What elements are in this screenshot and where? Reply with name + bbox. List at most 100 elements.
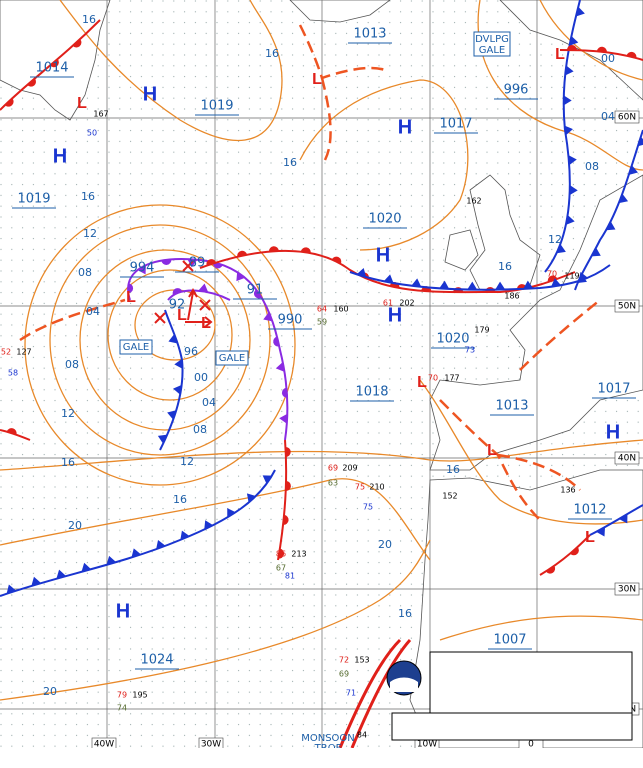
europe — [429, 174, 643, 471]
low-center: L — [585, 529, 595, 546]
front-triangle — [173, 384, 182, 395]
front-triangle — [167, 410, 177, 420]
pressure-label: 1014 — [35, 61, 68, 76]
isobar-label: 16 — [82, 13, 96, 26]
pressure-label: 1020 — [436, 332, 469, 347]
isobar-label: 20 — [68, 519, 82, 532]
front-triangle — [606, 221, 616, 231]
front-triangle — [279, 413, 288, 424]
isobar-label: 16 — [398, 607, 412, 620]
front-semicircle — [285, 480, 291, 491]
front-semicircle — [6, 428, 17, 435]
station-value: 64 — [317, 305, 327, 314]
front — [539, 534, 591, 576]
isobar-label: 16 — [81, 190, 95, 203]
station-value: 75 — [363, 503, 373, 512]
station-value: 75 — [355, 483, 365, 492]
front-triangle — [180, 530, 190, 540]
front-semicircle — [253, 289, 262, 299]
front-semicircle — [206, 259, 217, 266]
front-semicircle — [27, 78, 37, 87]
station-value: 73 — [465, 346, 475, 355]
isobar-label: 04 — [86, 305, 100, 318]
isobar-label: 08 — [65, 358, 79, 371]
noaa-logo-bird — [390, 677, 418, 692]
station-value: 71 — [346, 689, 356, 698]
isobar-label: 12 — [548, 233, 562, 246]
front-semicircle — [300, 247, 311, 254]
front-triangle — [156, 540, 166, 550]
warning-label: DVLPG — [475, 34, 509, 45]
front-semicircle — [626, 51, 637, 59]
warning-box — [119, 339, 153, 355]
warning-box — [391, 712, 633, 741]
pressure-label: 1013 — [353, 27, 386, 42]
station-value: 61 — [383, 299, 393, 308]
front — [589, 504, 643, 536]
front-triangle — [551, 278, 561, 287]
low-x — [182, 260, 194, 272]
trough — [497, 453, 581, 491]
low-center: L — [177, 307, 187, 324]
station-value: 152 — [442, 492, 457, 501]
front-triangle — [565, 215, 575, 225]
station-value: 160 — [333, 305, 348, 314]
front-triangle — [262, 475, 273, 484]
pressure-label: 1019 — [200, 99, 233, 114]
front-semicircle — [50, 59, 59, 68]
station-value: 72 — [339, 656, 349, 665]
front-triangle — [275, 362, 285, 372]
monsoon-trough — [338, 638, 402, 749]
pressure-label: 1024 — [140, 653, 173, 668]
front-triangle — [356, 268, 367, 278]
front-semicircle — [283, 514, 289, 525]
station-value: 127 — [16, 348, 31, 357]
station-value: 167 — [93, 110, 108, 119]
station-value: 70 — [547, 270, 557, 279]
front — [574, 129, 643, 291]
front-triangle — [618, 193, 629, 204]
front-triangle — [495, 281, 506, 290]
front-triangle — [563, 95, 572, 106]
front-triangle — [569, 35, 579, 46]
info-box — [429, 651, 633, 714]
front — [559, 49, 643, 61]
pressure-label: 1019 — [17, 192, 50, 207]
isobar — [299, 79, 469, 251]
front-semicircle — [161, 259, 172, 265]
high-center: H — [376, 244, 390, 266]
front — [167, 289, 231, 301]
high-center: H — [116, 600, 130, 622]
front-triangle — [227, 508, 236, 518]
station-value: 69 — [339, 670, 349, 679]
station-value: 69 — [328, 464, 338, 473]
front-triangle — [157, 434, 168, 444]
front-triangle — [575, 6, 585, 17]
front-triangle — [565, 65, 574, 76]
front-triangle — [263, 311, 273, 322]
latitude-label: 40N — [618, 454, 636, 464]
front-semicircle — [4, 98, 14, 107]
latitude-label: 50N — [618, 302, 636, 312]
isobar — [0, 478, 431, 561]
pressure-label: 1012 — [573, 503, 606, 518]
annotation: MONSOON — [301, 733, 355, 744]
isobar-label: 00 — [601, 52, 615, 65]
isobar — [0, 439, 643, 471]
isobar — [0, 539, 431, 701]
front-semicircle — [72, 39, 82, 48]
low-center: L — [555, 46, 565, 63]
front-triangle — [236, 271, 246, 282]
isobar-label: 12 — [61, 407, 75, 420]
isobar-label: 16 — [173, 493, 187, 506]
trough — [320, 77, 332, 161]
station-value: 52 — [1, 348, 11, 357]
front-triangle — [591, 247, 601, 257]
high-center: H — [606, 421, 620, 443]
warning-box — [215, 350, 249, 366]
front-triangle — [577, 273, 587, 283]
isobars — [0, 0, 643, 701]
isobar-label: 16 — [283, 156, 297, 169]
svalbard — [289, 0, 391, 23]
isobar-label: 12 — [180, 455, 194, 468]
